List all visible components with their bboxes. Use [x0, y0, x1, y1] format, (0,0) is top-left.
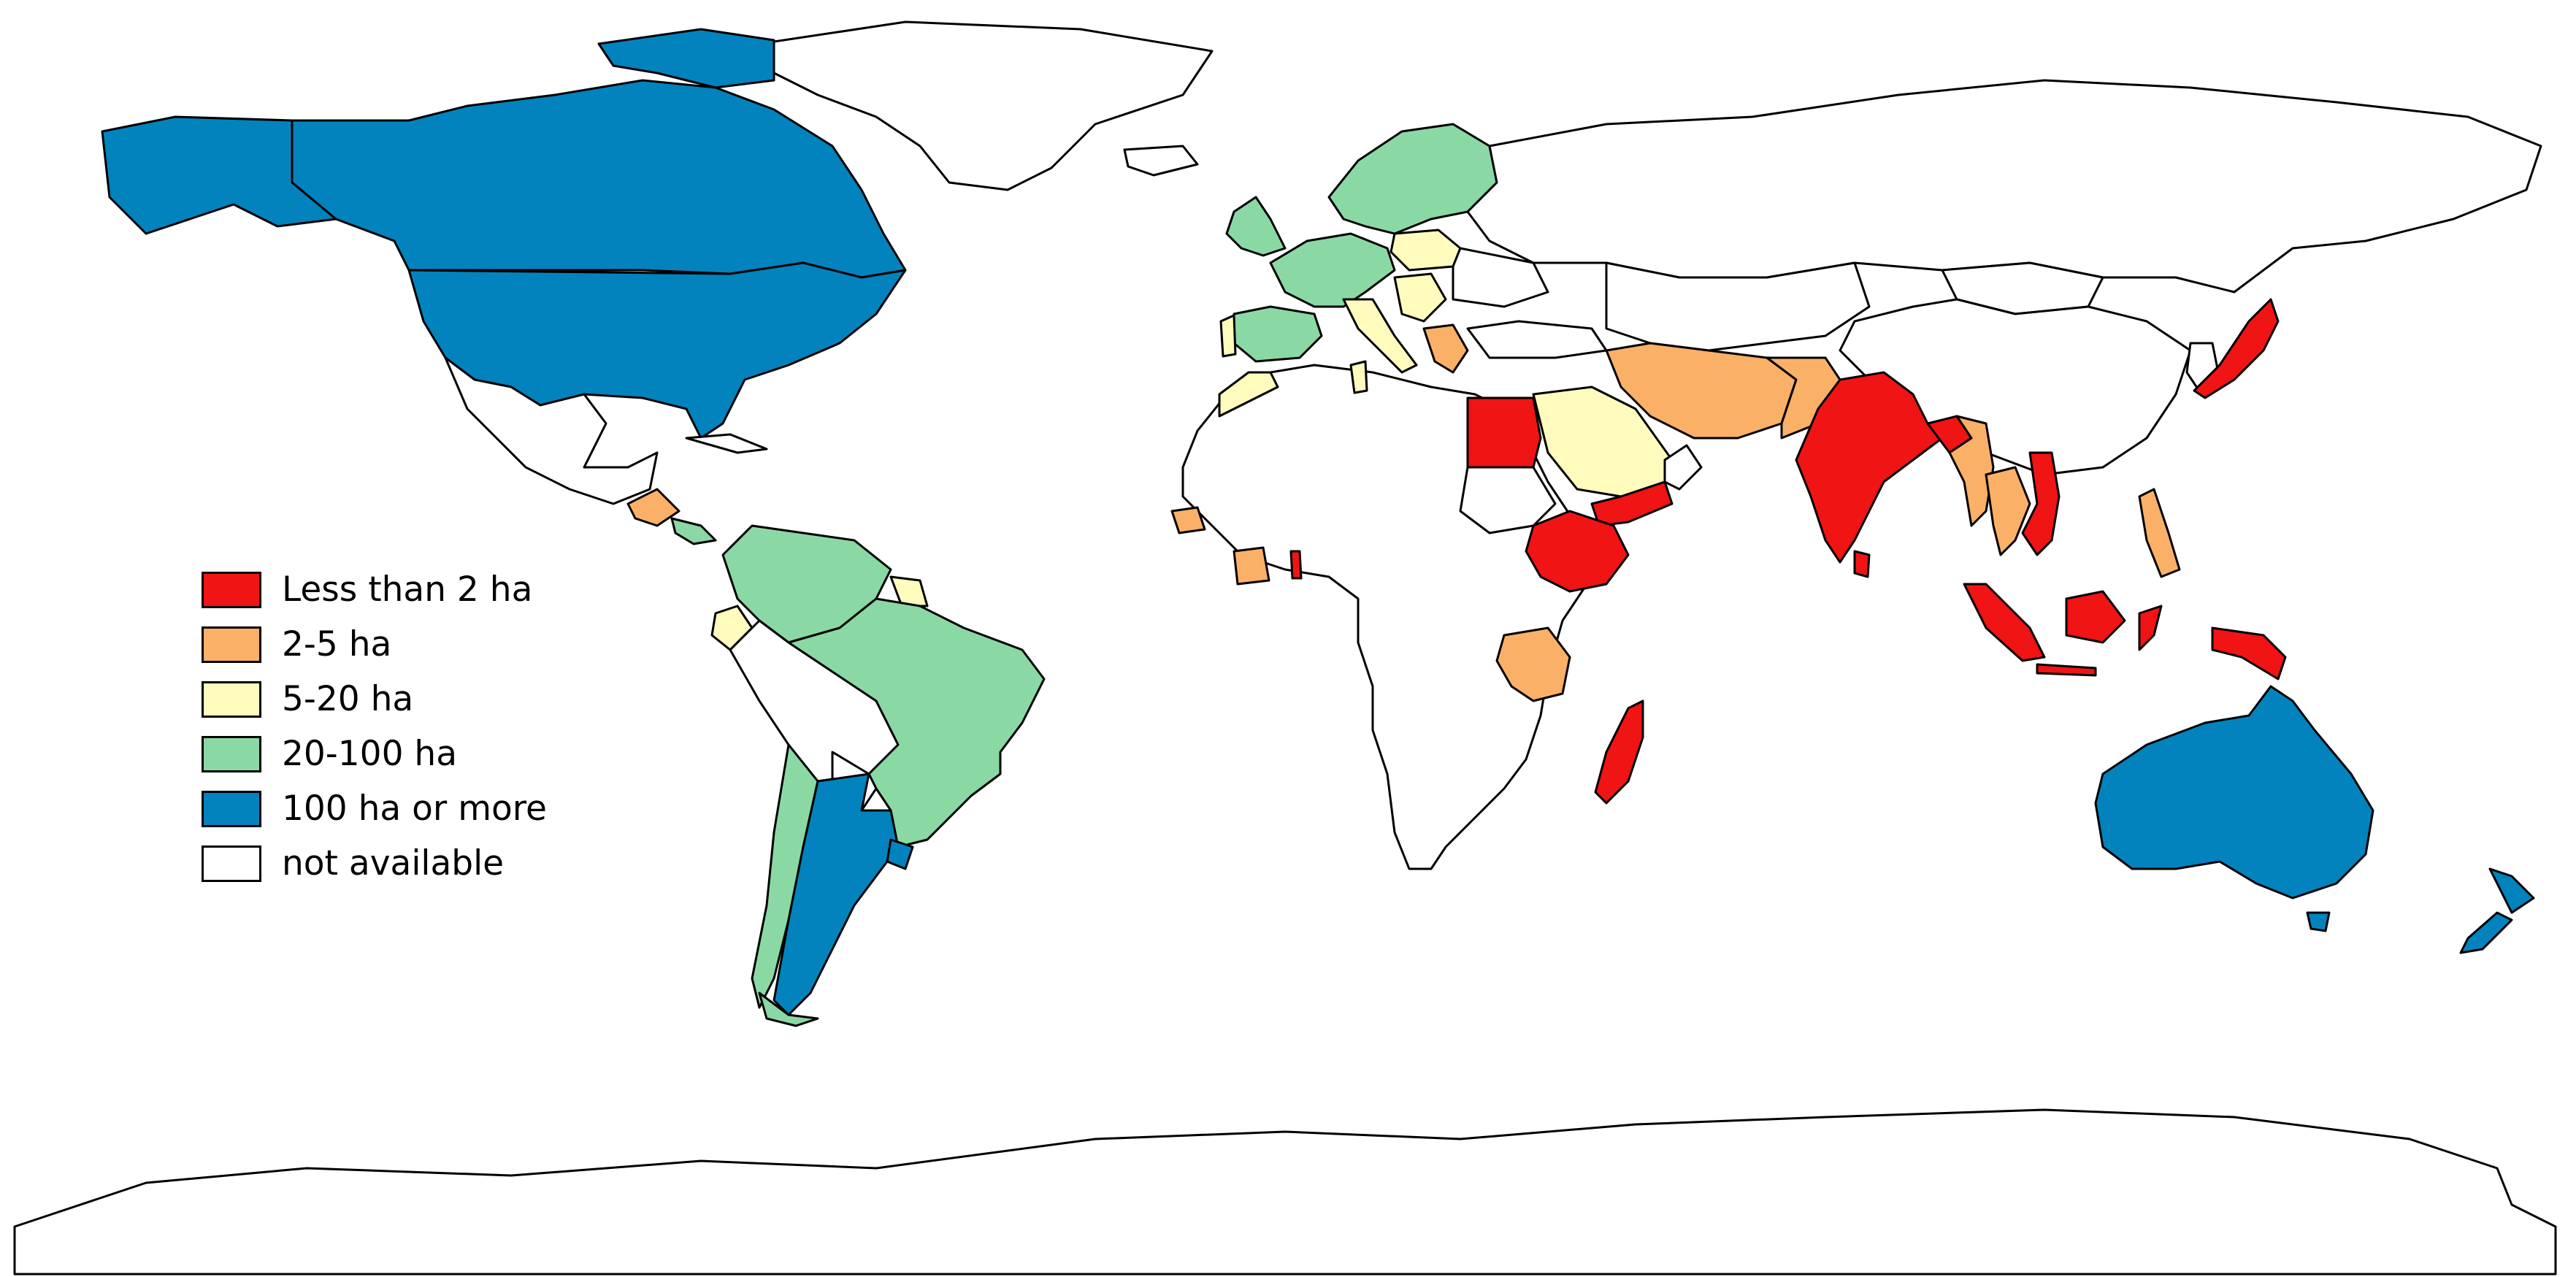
- region-india: [1795, 371, 1944, 564]
- region-sumatra: [1963, 583, 2046, 662]
- legend-swatch: [202, 680, 261, 718]
- region-arctic-islands: [597, 28, 775, 89]
- legend-label: 100 ha or more: [282, 789, 547, 829]
- region-argentina: [773, 772, 900, 1016]
- region-alaska: [101, 115, 337, 235]
- region-central-asia: [1605, 261, 1871, 352]
- region-cote-divoire: [1233, 546, 1270, 586]
- legend-swatch: [202, 845, 261, 882]
- region-myanmar: [1948, 415, 1995, 527]
- legend-item-2-5-ha: 2-5 ha: [202, 617, 547, 672]
- region-ethiopia: [1525, 510, 1630, 593]
- legend-item-less-than-2-ha: Less than 2 ha: [202, 562, 547, 617]
- legend: Less than 2 ha 2-5 ha 5-20 ha 20-100 ha …: [202, 562, 547, 891]
- region-italy: [1342, 298, 1418, 374]
- legend-swatch: [202, 735, 261, 772]
- region-philippines: [2138, 488, 2181, 578]
- region-spain: [1233, 305, 1323, 363]
- region-antarctica: [13, 1108, 2557, 1276]
- region-java: [2036, 663, 2097, 677]
- region-morocco: [1218, 371, 1279, 418]
- region-balkans: [1393, 272, 1447, 323]
- region-pakistan: [1766, 356, 1841, 440]
- legend-swatch: [202, 626, 261, 663]
- region-tunisia: [1349, 360, 1368, 394]
- region-uruguay: [886, 838, 914, 870]
- legend-item-not-available: not available: [202, 836, 547, 891]
- region-united-kingdom: [1225, 196, 1287, 257]
- region-japan: [2193, 298, 2280, 399]
- region-greenland: [758, 20, 1214, 191]
- region-egypt: [1466, 396, 1542, 469]
- region-new-zealand-north: [2488, 867, 2535, 914]
- legend-swatch: [202, 790, 261, 827]
- region-panama: [670, 517, 717, 545]
- region-western-europe: [1269, 232, 1396, 308]
- region-sulawesi: [2138, 605, 2163, 651]
- legend-label: Less than 2 ha: [282, 570, 533, 610]
- region-senegal: [1170, 506, 1206, 534]
- region-canada: [291, 79, 907, 279]
- region-central-america: [626, 488, 681, 527]
- region-thailand: [1985, 466, 2031, 556]
- legend-label: 5-20 ha: [282, 679, 414, 719]
- region-poland: [1389, 229, 1462, 272]
- region-russia: [1466, 79, 2542, 294]
- region-turkey: [1466, 320, 1608, 359]
- region-iceland: [1123, 145, 1199, 177]
- region-madagascar: [1594, 699, 1644, 805]
- region-new-zealand-south: [2459, 911, 2513, 954]
- region-sri-lanka: [1853, 550, 1871, 578]
- region-brazil: [787, 597, 1046, 848]
- legend-item-100-ha-or-more: 100 ha or more: [202, 781, 547, 836]
- region-new-guinea: [2211, 626, 2287, 680]
- region-oman: [1663, 444, 1703, 491]
- region-vietnam: [2021, 451, 2061, 556]
- legend-item-5-20-ha: 5-20 ha: [202, 672, 547, 726]
- region-portugal: [1219, 314, 1237, 358]
- region-australia: [2094, 685, 2374, 900]
- region-tasmania: [2306, 911, 2331, 932]
- region-cuba: [685, 433, 768, 454]
- legend-label: 20-100 ha: [282, 734, 458, 774]
- region-greece: [1422, 323, 1469, 374]
- legend-item-20-100-ha: 20-100 ha: [202, 726, 547, 781]
- region-borneo: [2065, 590, 2126, 644]
- region-tanzania: [1495, 626, 1571, 702]
- region-mexico: [444, 356, 659, 505]
- legend-label: not available: [282, 843, 505, 883]
- region-guianas: [889, 575, 929, 607]
- legend-swatch: [202, 571, 261, 608]
- region-tierra-del-fuego: [758, 992, 819, 1027]
- region-africa: [1181, 364, 1608, 870]
- region-ukraine: [1452, 247, 1549, 308]
- legend-label: 2-5 ha: [282, 624, 392, 664]
- region-togo: [1289, 550, 1303, 580]
